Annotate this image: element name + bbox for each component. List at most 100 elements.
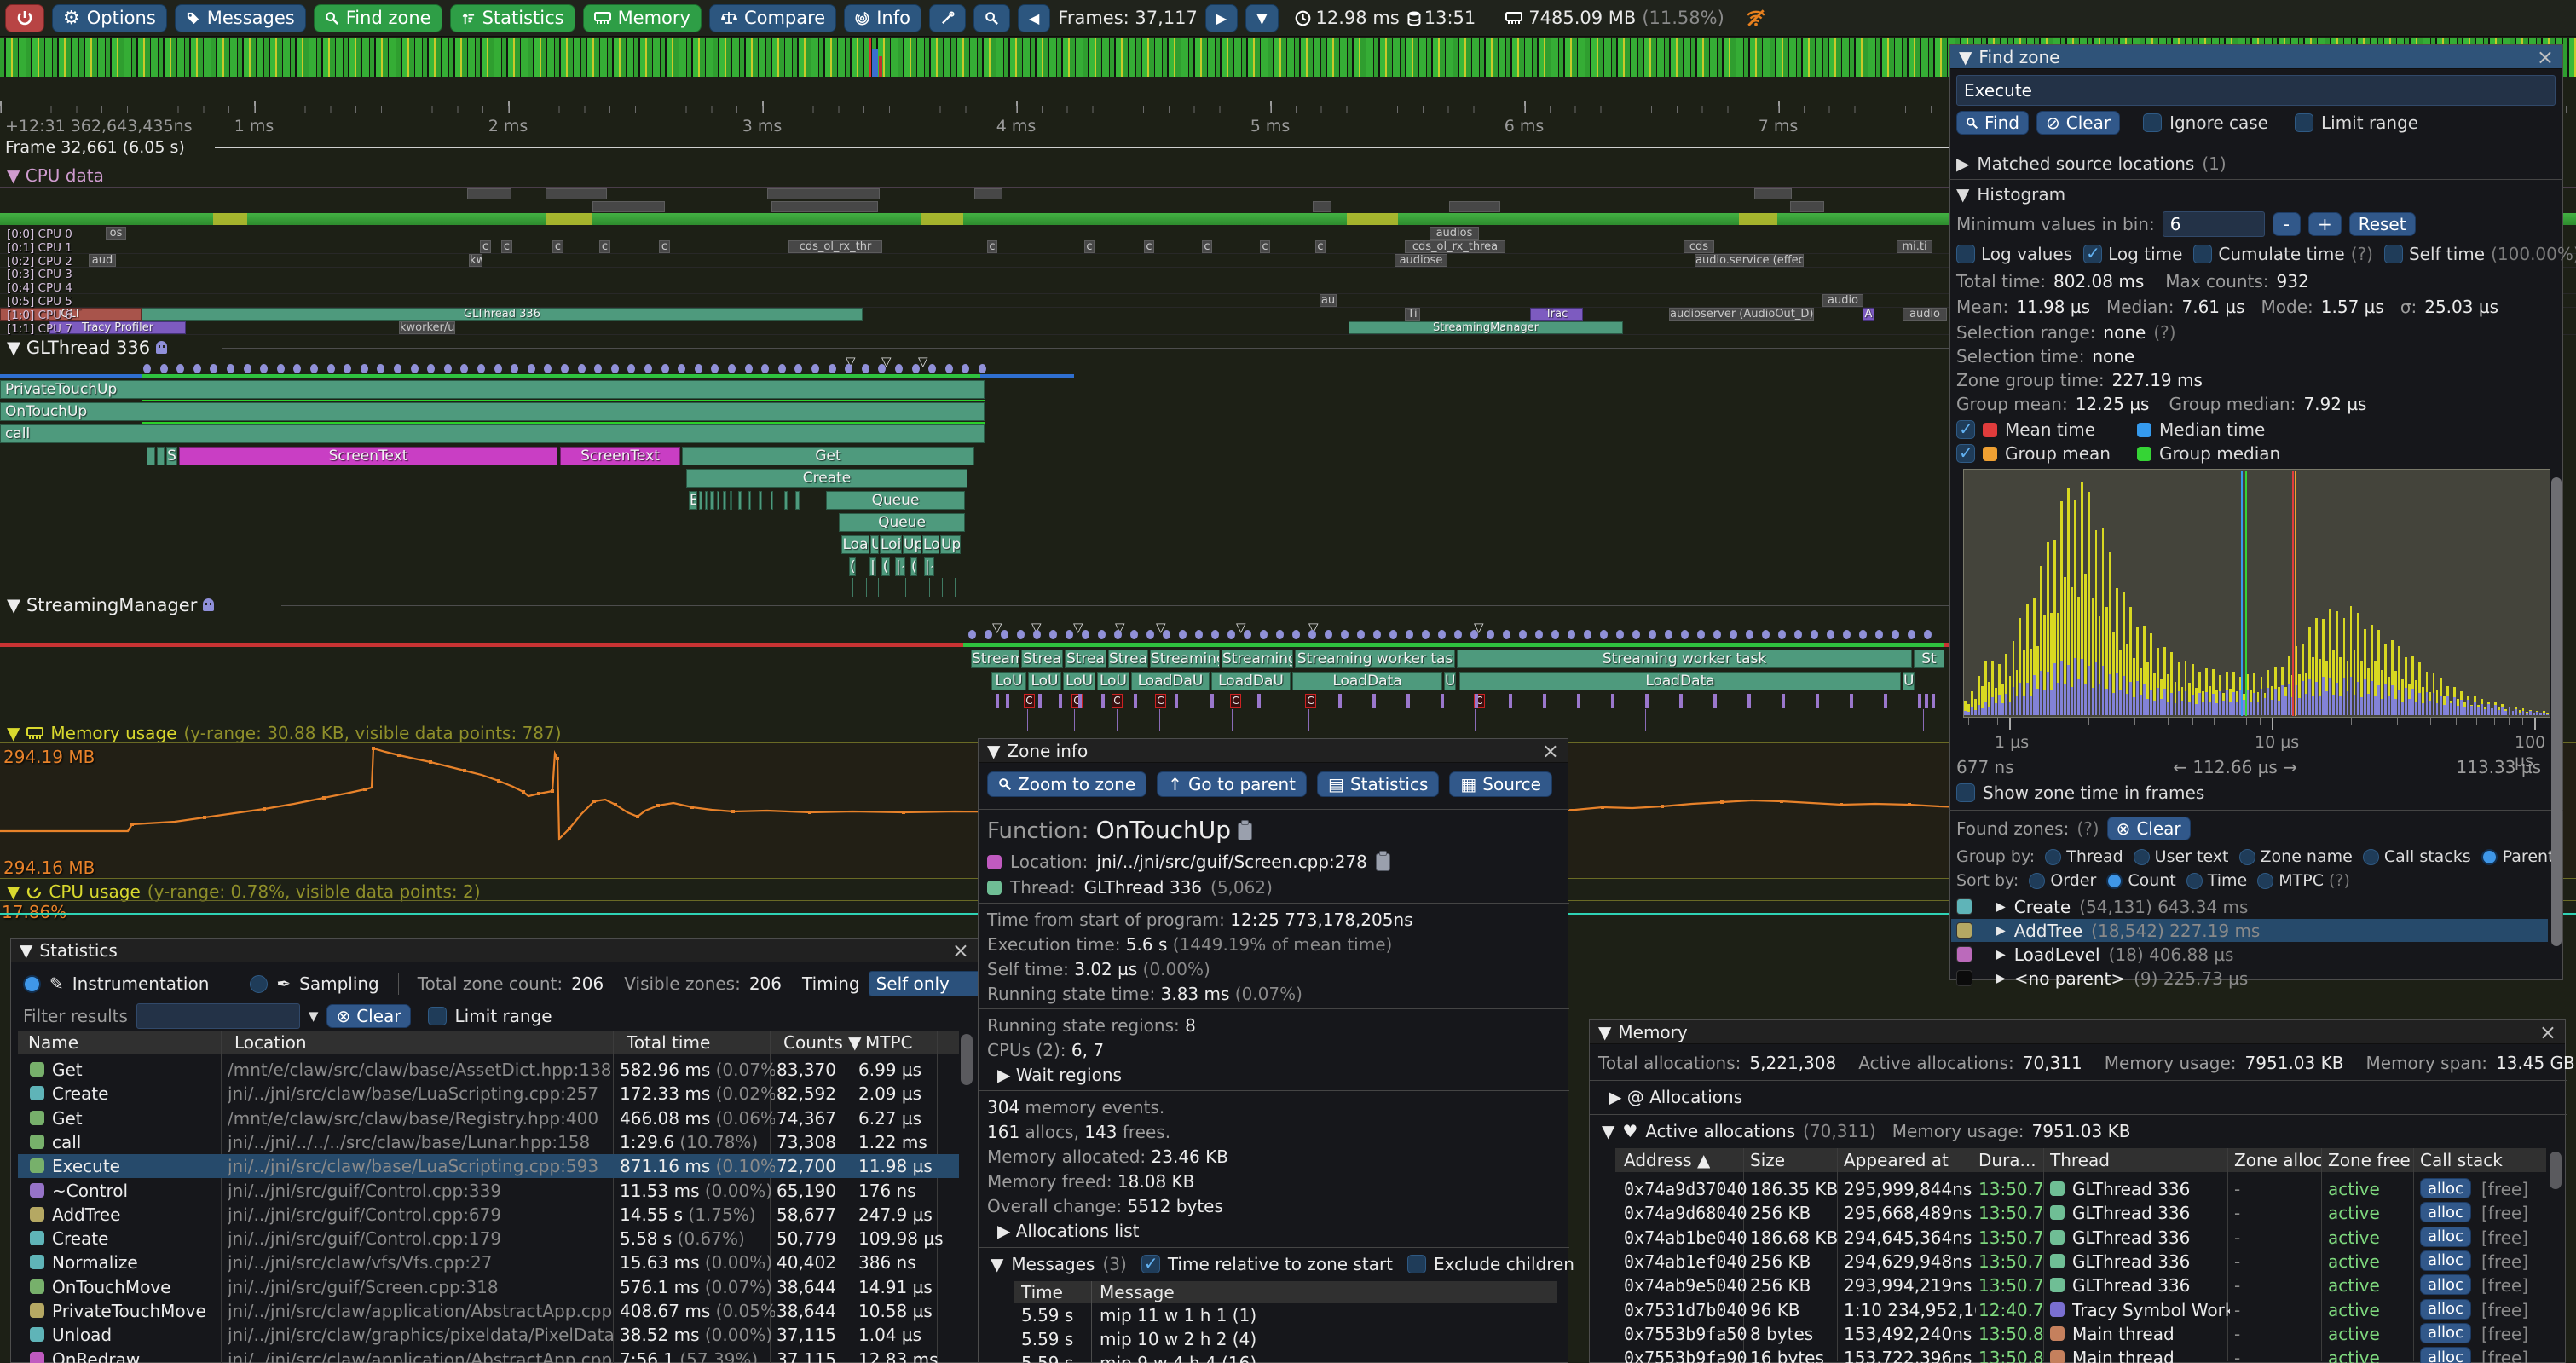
message-dot[interactable] xyxy=(1001,630,1008,639)
message-dot[interactable] xyxy=(845,364,853,373)
copy-clipboard-icon[interactable] xyxy=(1375,850,1390,871)
zone-bar[interactable] xyxy=(699,491,702,510)
zone-function-name[interactable]: OnTouchUp xyxy=(1095,816,1232,844)
message-dot[interactable] xyxy=(276,364,285,373)
message-dot[interactable] xyxy=(1843,630,1851,639)
message-dot[interactable] xyxy=(1098,630,1106,639)
zone-bar[interactable]: Ti xyxy=(1405,307,1420,321)
reset-button[interactable]: Reset xyxy=(2348,212,2416,236)
zone-bar[interactable]: c xyxy=(1084,240,1095,253)
info-button[interactable]: Info xyxy=(844,3,921,32)
zone-bar[interactable]: aud xyxy=(89,253,116,267)
cumulate-time-checkbox[interactable] xyxy=(2193,245,2213,263)
close-icon[interactable]: × xyxy=(1541,738,1559,763)
streaming-header[interactable]: ▼ StreamingManager xyxy=(7,595,215,615)
message-dot[interactable] xyxy=(1357,630,1365,639)
message-dot[interactable] xyxy=(1308,630,1316,639)
message-dot[interactable] xyxy=(1681,630,1689,639)
zone-bar[interactable]: StreamingManager xyxy=(1349,321,1623,334)
stats-col-location[interactable]: Location xyxy=(234,1032,307,1053)
zone-bar[interactable]: cds_ol_rx_threa xyxy=(1405,240,1505,253)
table-row[interactable]: 0x74ab1ef040 256 KB 294,629,948ns 13:50.7 GL… xyxy=(1615,1250,2546,1273)
message-dot[interactable] xyxy=(1568,630,1575,639)
zone-bar[interactable]: ScreenText xyxy=(179,447,557,465)
message-dot[interactable] xyxy=(1632,630,1640,639)
zone-bar[interactable] xyxy=(784,491,788,510)
compare-button[interactable]: Compare xyxy=(708,3,837,32)
found-zone-row[interactable]: ▶ Create (54,131) 643.34 ms xyxy=(1951,895,2548,918)
copy-clipboard-icon[interactable] xyxy=(1238,820,1253,840)
table-row[interactable]: OnRedraw jni/../jni/src/claw/application/… xyxy=(18,1348,959,1363)
funnel-icon[interactable]: ▼ xyxy=(308,1008,319,1024)
message-dot[interactable] xyxy=(644,364,652,373)
message-dot[interactable] xyxy=(661,364,669,373)
message-dot[interactable] xyxy=(227,364,234,373)
zone-bar[interactable]: U xyxy=(1444,672,1456,690)
message-dot[interactable] xyxy=(1227,630,1235,639)
zone-bar[interactable]: |~ xyxy=(924,557,934,576)
message-dot[interactable] xyxy=(594,364,603,373)
message-dot[interactable] xyxy=(1827,630,1834,639)
table-row[interactable]: PrivateTouchMove jni/../jni/src/claw/appl… xyxy=(18,1299,959,1323)
zone-bar[interactable]: audioserver (AudioOut_D) xyxy=(1669,307,1814,321)
limit-range-checkbox[interactable] xyxy=(427,1007,447,1025)
context-switch-mark[interactable]: C xyxy=(1230,694,1241,708)
message-dot[interactable] xyxy=(610,364,619,373)
message-dot[interactable] xyxy=(1082,630,1089,639)
table-row[interactable]: Create jni/../jni/src/claw/base/LuaScript… xyxy=(18,1082,959,1106)
marker-icon[interactable]: ▽ xyxy=(1031,620,1042,635)
zone-bar[interactable] xyxy=(705,491,708,510)
frame-dropdown-button[interactable]: ▼ xyxy=(1245,3,1279,32)
message-dot[interactable] xyxy=(777,364,786,373)
message-row[interactable]: 5.59 s mip 10 w 2 h 2 (4) xyxy=(1014,1329,1557,1351)
find-zone-search-input[interactable]: Execute xyxy=(1956,75,2556,106)
power-button[interactable] xyxy=(5,3,44,32)
messages-button[interactable]: Messages xyxy=(174,3,306,32)
zone-bar[interactable] xyxy=(147,447,155,465)
table-row[interactable]: Create jni/../jni/src/guif/Control.cpp:17… xyxy=(18,1227,959,1250)
radio-user-text[interactable] xyxy=(2133,848,2150,865)
zone-bar[interactable]: Streaming xyxy=(1150,650,1220,668)
fz-limit-range-checkbox[interactable] xyxy=(2295,113,2313,132)
messages-table-header[interactable]: Time Message xyxy=(1014,1281,1557,1303)
radio-count[interactable] xyxy=(2106,872,2123,889)
alloc-callstack-button[interactable]: alloc xyxy=(2420,1226,2471,1247)
zone-bar[interactable] xyxy=(710,491,714,510)
table-row[interactable]: 0x7553b9fa50 8 bytes 153,492,240ns 13:50.8 M… xyxy=(1615,1322,2546,1346)
found-zone-row[interactable]: ▶ AddTree (18,542) 227.19 ms xyxy=(1951,919,2548,942)
radio-parent[interactable] xyxy=(2481,848,2498,865)
zoom-to-zone-button[interactable]: Zoom to zone xyxy=(987,771,1147,797)
message-dot[interactable] xyxy=(260,364,269,373)
zone-bar[interactable] xyxy=(771,491,773,510)
message-dot[interactable] xyxy=(1665,630,1672,639)
zone-bar[interactable]: St xyxy=(1914,650,1944,668)
matched-locations-expander[interactable]: ▶ Matched source locations (1) xyxy=(1956,153,2227,174)
zone-bar[interactable] xyxy=(748,491,751,510)
find-button[interactable]: Find xyxy=(1956,111,2029,135)
zone-bar[interactable]: LoU xyxy=(991,672,1026,690)
message-dot[interactable] xyxy=(1551,630,1559,639)
message-dot[interactable] xyxy=(1373,630,1381,639)
message-dot[interactable] xyxy=(1292,630,1300,639)
table-row[interactable]: Get/mnt/e/claw/src/claw/base/AssetDict.h… xyxy=(18,1058,959,1082)
zone-bar[interactable]: A xyxy=(1863,307,1874,321)
message-dot[interactable] xyxy=(678,364,686,373)
message-dot[interactable] xyxy=(1713,630,1721,639)
message-dot[interactable] xyxy=(210,364,218,373)
zone-bar[interactable] xyxy=(723,491,726,510)
zone-bar[interactable] xyxy=(717,491,719,510)
mem-col-size[interactable]: Size xyxy=(1750,1150,1786,1170)
message-dot[interactable] xyxy=(711,364,719,373)
filter-input[interactable] xyxy=(136,1003,300,1029)
message-dot[interactable] xyxy=(511,364,519,373)
zone-bar[interactable]: OnTouchUp xyxy=(0,402,985,421)
table-row[interactable]: 0x7553b9fa90 16 bytes 153,722,396ns 13:50.8… xyxy=(1615,1346,2546,1363)
message-dot[interactable] xyxy=(544,364,552,373)
zone-bar[interactable]: LoU xyxy=(1097,672,1129,690)
zone-thread[interactable]: GLThread 336 xyxy=(1083,877,1203,898)
message-dot[interactable] xyxy=(310,364,318,373)
message-dot[interactable] xyxy=(1146,630,1154,639)
zone-bar[interactable]: call xyxy=(0,424,985,443)
message-dot[interactable] xyxy=(1584,630,1591,639)
zone-bar[interactable]: c xyxy=(987,240,997,253)
